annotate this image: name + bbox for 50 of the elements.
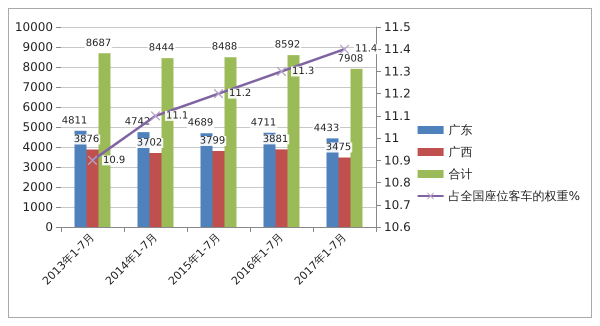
legend-label: 广东 [448, 123, 473, 137]
data-label: 8488 [212, 42, 238, 53]
data-label: 11.1 [166, 110, 188, 122]
y2-tick-label: 11.5 [384, 20, 411, 34]
bar [276, 149, 288, 227]
data-label: 11.4 [355, 44, 378, 55]
y2-tick-label: 10.6 [384, 220, 411, 234]
y-tick-label: 4000 [22, 140, 53, 154]
y-tick-label: 6000 [22, 100, 53, 114]
bar [150, 152, 162, 227]
y-tick-label: 1000 [22, 200, 53, 214]
data-label: 4689 [188, 118, 214, 129]
data-label: 11.2 [229, 88, 252, 100]
data-label: 11.3 [292, 66, 314, 77]
y-tick-label: 0 [45, 220, 53, 234]
y-tick-label: 9000 [22, 40, 53, 54]
y2-tick-label: 11.4 [384, 42, 411, 56]
data-label: 10.9 [103, 154, 126, 166]
data-label: 4433 [314, 122, 340, 134]
legend-label: 广西 [448, 145, 473, 159]
y2-tick-label: 10.7 [384, 198, 411, 212]
y2-tick-label: 11.1 [384, 108, 411, 123]
legend-label: 合计 [448, 167, 473, 181]
bar [212, 151, 224, 227]
y2-tick-label: 11.3 [384, 64, 411, 78]
data-label: 4711 [250, 117, 276, 128]
y2-tick-label: 10.8 [384, 176, 411, 190]
y-tick-label: 3000 [22, 160, 53, 174]
bar [86, 149, 98, 227]
data-label: 7908 [338, 53, 364, 64]
data-label: 4811 [62, 115, 88, 126]
data-label: 3799 [200, 136, 226, 147]
data-label: 8444 [148, 42, 174, 54]
data-label: 3702 [136, 137, 162, 148]
y-tick-label: 8000 [22, 60, 53, 74]
y-tick-label: 2000 [22, 180, 53, 194]
y2-tick-label: 10.9 [384, 153, 411, 168]
y-tick-label: 5000 [22, 120, 53, 134]
y2-tick-label: 11.2 [384, 86, 411, 101]
data-label: 3881 [262, 134, 288, 145]
bar [338, 158, 350, 227]
data-label: 3475 [326, 142, 352, 153]
bar [350, 68, 362, 227]
data-label: 8592 [274, 40, 300, 51]
y-tick-label: 7000 [22, 80, 53, 94]
y-tick-label: 10000 [14, 20, 53, 34]
y2-tick-label: 11 [384, 131, 400, 146]
legend-label: 占全国座位客车的权重% [448, 189, 580, 203]
data-label: 3876 [74, 134, 100, 145]
data-label: 8687 [86, 38, 112, 49]
